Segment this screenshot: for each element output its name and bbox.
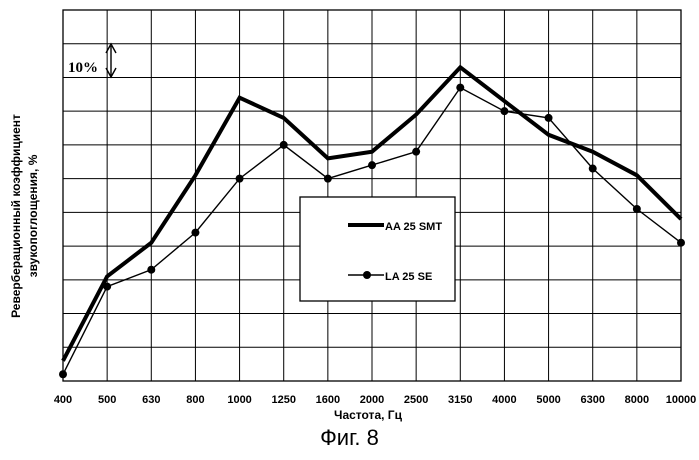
x-tick-label: 630: [142, 394, 160, 406]
x-tick-label: 1600: [316, 394, 340, 406]
data-point-series-2: [456, 84, 464, 92]
data-point-series-2: [236, 175, 244, 183]
data-point-series-2: [147, 266, 155, 274]
x-tick-label: 6300: [580, 394, 604, 406]
x-tick-label: 2000: [360, 394, 384, 406]
y-axis-label-line-1: Реверберационный коэффициент: [9, 114, 23, 318]
x-tick-label: 8000: [625, 394, 649, 406]
data-point-series-2: [368, 161, 376, 169]
x-tick-label: 5000: [536, 394, 560, 406]
data-point-series-2: [412, 148, 420, 156]
x-tick-label: 400: [54, 394, 72, 406]
data-point-series-2: [59, 370, 67, 378]
data-point-series-2: [324, 175, 332, 183]
grid: [63, 10, 681, 381]
data-point-series-2: [589, 165, 597, 173]
data-point-series-2: [191, 229, 199, 237]
y-axis-label-line-2: звукопоглощения, %: [26, 154, 40, 277]
data-point-series-2: [103, 283, 111, 291]
x-tick-labels: 400 500 630 800 1000 1250 1600 2000 2500 3150 4000…: [54, 394, 696, 406]
x-tick-label: 1000: [227, 394, 251, 406]
annotation-label: 10%: [68, 60, 98, 76]
legend: AA 25 SMT LA 25 SE: [300, 197, 455, 301]
legend-box: [300, 197, 455, 301]
annotation-10-percent: 10%: [68, 44, 116, 77]
chart: 400 500 630 800 1000 1250 1600 2000 2500 3150 4000…: [0, 0, 699, 425]
x-tick-label: 800: [186, 394, 204, 406]
legend-label-series-2: LA 25 SE: [385, 271, 432, 283]
x-tick-label: 3150: [448, 394, 472, 406]
x-tick-label: 1250: [271, 394, 295, 406]
figure-caption: Фиг. 8: [0, 425, 699, 451]
data-point-series-2: [545, 114, 553, 122]
x-tick-label: 4000: [492, 394, 516, 406]
data-point-series-2: [633, 205, 641, 213]
x-tick-label: 2500: [404, 394, 428, 406]
x-tick-label: 500: [98, 394, 116, 406]
x-axis-label: Частота, Гц: [334, 408, 403, 422]
legend-label-series-1: AA 25 SMT: [385, 221, 442, 233]
data-point-series-2: [500, 107, 508, 115]
data-point-series-2: [280, 141, 288, 149]
data-point-series-2: [677, 239, 685, 247]
legend-marker-series-2: [363, 271, 371, 279]
x-tick-label: 10000: [666, 394, 697, 406]
